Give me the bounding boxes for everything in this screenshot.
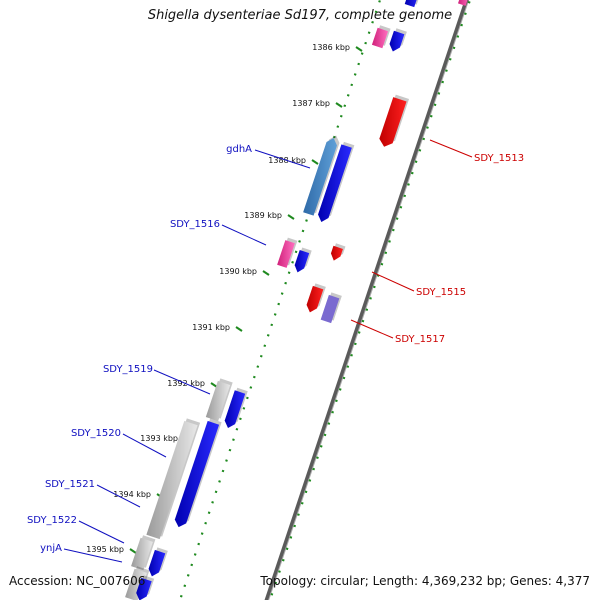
gene-block-bottom-rna (125, 568, 147, 600)
accession-text: Accession: NC_007606 (9, 574, 146, 588)
gene-block-top-pink (457, 0, 468, 6)
topology-text: Topology: circular; Length: 4,369,232 bp… (260, 574, 590, 588)
gene-block-SDY_1522-rna (131, 537, 153, 571)
tick-label: 1393 kbp (140, 434, 178, 443)
gene-block-SDY_1515 (330, 245, 343, 261)
major-tick (210, 382, 218, 388)
tick-label: 1389 kbp (244, 211, 282, 220)
gene-block-SDY_1520 (174, 420, 220, 528)
gene-label: SDY_1515 (416, 287, 466, 298)
gene-block-SDY_1520-rna (146, 420, 198, 540)
inner-tick-track (178, 0, 382, 600)
leader-line (63, 548, 123, 563)
major-tick (235, 326, 243, 332)
gene-block-ynjA (148, 549, 166, 577)
gene-label: ynjA (40, 543, 62, 554)
major-tick (287, 214, 295, 220)
leader-line (221, 224, 267, 246)
gene-label: SDY_1522 (27, 515, 77, 526)
gene-label: SDY_1513 (474, 153, 524, 164)
leader-line (371, 271, 415, 292)
major-tick (311, 159, 319, 165)
gene-label: SDY_1521 (45, 479, 95, 490)
major-tick (129, 548, 137, 554)
leader-line (350, 319, 394, 339)
major-tick (355, 46, 363, 52)
gene-block-SDY_1519 (224, 390, 246, 429)
tick-label: 1386 kbp (312, 43, 350, 52)
gene-block-SDY_1513 (379, 97, 407, 147)
gene-label: gdhA (226, 144, 252, 155)
gene-block-gdhA-cds (318, 144, 352, 222)
major-tick (335, 102, 343, 108)
gene-block-SDY_1517 (306, 285, 324, 313)
gene-block-gdhA (303, 138, 337, 216)
backbone-line (264, 0, 469, 600)
tick-label: 1395 kbp (86, 545, 124, 554)
leader-line (122, 433, 167, 458)
gene-block-pink (371, 27, 389, 49)
tick-label: 1391 kbp (192, 323, 230, 332)
leader-line (78, 520, 125, 544)
gene-block-SDY_1517-purple (320, 294, 340, 324)
tick-label: 1387 kbp (292, 99, 330, 108)
gene-label: SDY_1517 (395, 334, 445, 345)
outer-tick-track (268, 0, 472, 600)
gene-label: SDY_1520 (71, 428, 121, 439)
gene-block-blue (389, 30, 405, 52)
gene-block-top-blue (404, 0, 417, 8)
gene-block-SDY_1516 (294, 249, 310, 273)
gene-block-SDY_1519-rna (205, 380, 231, 422)
leader-line (153, 369, 211, 395)
leader-line (254, 149, 311, 169)
gene-label: SDY_1519 (103, 364, 153, 375)
gene-label: SDY_1516 (170, 219, 220, 230)
backbone-highlight (268, 0, 470, 600)
leader-line (96, 484, 141, 508)
tick-label: 1390 kbp (219, 267, 257, 276)
gene-block-SDY_1516-pseudo (277, 240, 295, 268)
gene-block-bottom (136, 577, 152, 600)
leader-line (429, 139, 473, 158)
major-tick (262, 270, 270, 276)
tick-label: 1394 kbp (113, 490, 151, 499)
